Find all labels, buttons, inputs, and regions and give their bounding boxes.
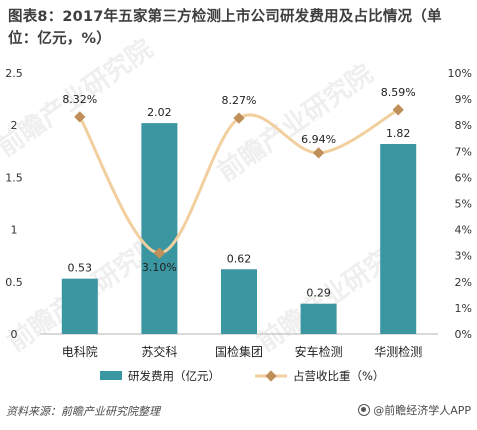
bar: [300, 303, 337, 334]
line-value-label: 8.27%: [222, 94, 257, 107]
left-axis-tick-label: 2.5: [5, 67, 23, 80]
brand-icon: [358, 404, 371, 416]
right-axis-tick-label: 8%: [455, 119, 472, 132]
legend-line-label: 占营收比重（%）: [293, 369, 384, 383]
right-axis-tick-label: 7%: [455, 145, 472, 158]
right-axis-tick-label: 2%: [455, 276, 472, 289]
left-axis-tick-label: 1: [11, 224, 18, 237]
bar-value-label: 0.62: [227, 252, 252, 265]
line-value-label: 8.59%: [381, 86, 416, 99]
category-label: 国检集团: [215, 344, 263, 359]
bar-value-label: 0.53: [68, 262, 93, 275]
right-axis-tick-label: 10%: [448, 67, 472, 80]
right-axis-tick-label: 4%: [455, 224, 472, 237]
right-axis-tick-label: 3%: [455, 250, 472, 263]
legend-bar-label: 研发费用（亿元）: [128, 369, 220, 383]
bar-value-label: 1.82: [386, 127, 411, 140]
legend: 研发费用（亿元） 占营收比重（%）: [100, 369, 384, 383]
line-marker: [153, 247, 166, 259]
left-axis-tick-label: 0: [11, 328, 18, 341]
line-path: [78, 108, 399, 255]
line-value-label: 8.32%: [62, 93, 97, 106]
bar-value-label: 2.02: [147, 106, 172, 119]
bar: [141, 123, 178, 334]
right-axis-tick-label: 6%: [455, 171, 472, 184]
watermark-text: 前瞻产业研究院: [212, 58, 379, 188]
bar: [61, 278, 98, 334]
brand-logo: @前瞻经济学人APP: [358, 402, 471, 418]
brand-text: @前瞻经济学人APP: [373, 404, 471, 417]
right-axis-tick-label: 0%: [455, 328, 472, 341]
bar: [221, 269, 257, 334]
line-value-label: 6.94%: [301, 133, 336, 146]
left-axis-tick-label: 1.5: [5, 171, 23, 184]
axes: 0 0.5 1 1.5 2 2.5 0% 1% 2% 3% 4% 5% 6% 7% 8% 9% 10% 电科院 苏交…: [5, 67, 472, 359]
bar-value-label: 0.29: [306, 287, 331, 300]
right-axis-tick-label: 9%: [455, 93, 472, 106]
bars: 0.53 2.02 0.62 0.29 1.82: [61, 106, 417, 334]
category-label: 电科院: [62, 345, 98, 359]
source-note: 资料来源：前瞻产业研究院整理: [6, 405, 160, 418]
legend-bar-swatch: [100, 371, 122, 380]
legend-line-marker: [265, 370, 277, 382]
category-label: 苏交科: [141, 344, 177, 359]
right-axis-tick-label: 5%: [455, 198, 472, 211]
left-axis-tick-label: 0.5: [5, 276, 23, 289]
chart-title: 图表8：2017年五家第三方检测上市公司研发费用及占比情况（单位：亿元，%）: [8, 9, 442, 47]
line-value-label: 3.10%: [142, 261, 177, 274]
right-axis-tick-label: 1%: [455, 302, 472, 315]
line-marker: [312, 147, 325, 159]
category-label: 安车检测: [295, 344, 343, 359]
left-axis-tick-label: 2: [11, 119, 18, 132]
category-label: 华测检测: [374, 344, 422, 359]
bar: [380, 143, 417, 334]
